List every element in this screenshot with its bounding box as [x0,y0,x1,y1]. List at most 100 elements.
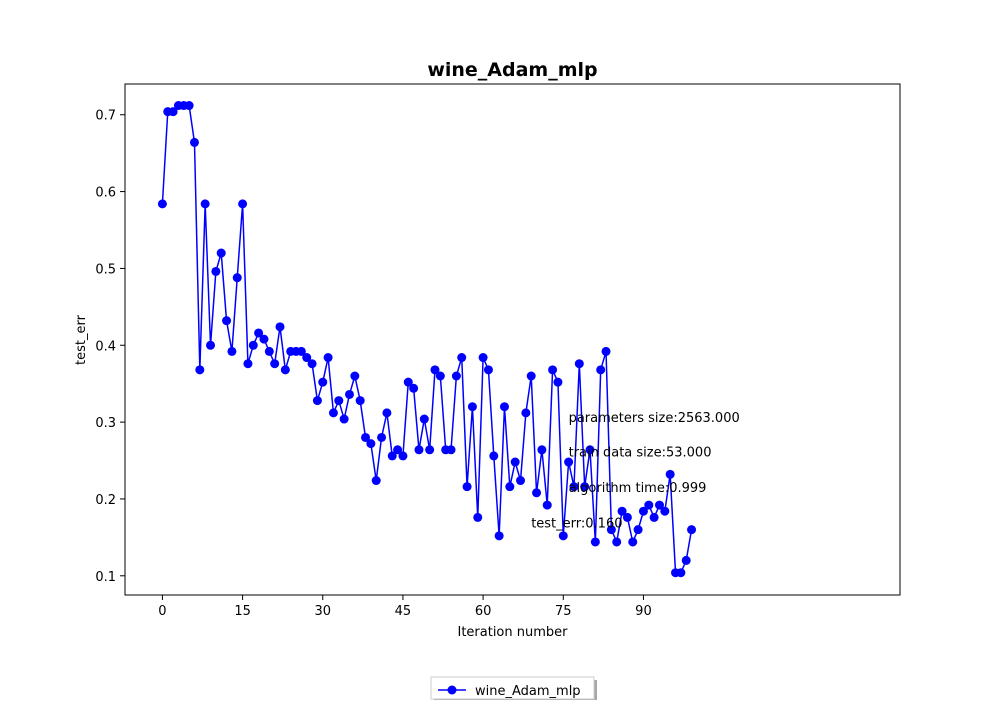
data-point [302,353,312,363]
y-tick-label: 0.7 [95,109,116,124]
data-point [200,199,210,209]
data-point [451,371,461,381]
data-point [382,408,392,418]
data-point [157,199,167,209]
data-point [334,396,344,406]
data-point [526,371,536,381]
data-point [638,506,648,516]
legend: wine_Adam_mlp [430,676,597,702]
data-point [227,346,237,356]
y-axis-ticks: 0.1 0.2 0.3 0.4 0.5 0.6 0.7 [95,109,125,585]
y-tick-label: 0.1 [95,570,116,585]
data-point [590,537,600,547]
data-point [622,512,632,522]
data-point [339,414,349,424]
x-tick-label: 90 [635,604,652,619]
data-point [275,322,285,332]
data-point [676,568,686,578]
data-point [446,445,456,455]
chart-annotation: test_err:0.160 [531,516,622,531]
data-point [521,408,531,418]
data-point [601,346,611,356]
plot-area-frame [124,83,901,596]
data-point [457,353,467,363]
data-point [606,525,616,535]
y-tick-label: 0.3 [95,416,116,431]
y-tick-label: 0.4 [95,339,116,354]
data-point [189,137,199,147]
data-point [211,266,221,276]
data-point [393,445,403,455]
data-point [467,402,477,412]
data-point [516,476,526,486]
data-point [398,451,408,461]
x-axis-ticks: 0 15 30 45 60 75 90 [158,595,652,619]
series-layer [157,101,697,578]
data-point [612,537,622,547]
data-point [366,439,376,449]
data-point [633,525,643,535]
series-line [161,104,693,574]
data-point [558,531,568,541]
data-point [377,432,387,442]
data-point [361,432,371,442]
data-point [574,359,584,369]
data-point [254,328,264,338]
y-tick-label: 0.5 [95,262,116,277]
data-point [355,396,365,406]
data-point [184,101,194,111]
data-point [644,500,654,510]
data-point [665,469,675,479]
data-point [499,402,509,412]
data-point [532,488,542,498]
data-point [350,371,360,381]
data-point [580,482,590,492]
chart-annotation: algorithm time:0.999 [569,481,707,496]
data-point [585,445,595,455]
data-point [478,353,488,363]
data-point [232,273,242,283]
data-point [425,445,435,455]
legend-marker-swatch [447,685,457,695]
data-point [312,396,322,406]
data-point [628,537,638,547]
data-point [328,408,338,418]
data-point [222,316,232,326]
data-point [430,365,440,375]
x-axis-label: Iteration number [457,625,568,640]
data-point [596,365,606,375]
data-point [307,359,317,369]
data-point [564,457,574,467]
data-point [243,359,253,369]
legend-label: wine_Adam_mlp [475,684,581,699]
x-tick-label: 0 [158,604,166,619]
data-point [318,377,328,387]
data-point [238,199,248,209]
data-point [473,512,483,522]
data-point [505,482,515,492]
data-point [259,334,269,344]
chart-annotation: parameters size:2563.000 [569,411,740,426]
data-point [537,445,547,455]
data-point [195,365,205,375]
data-point [462,482,472,492]
data-point [409,383,419,393]
data-point [296,346,306,356]
data-point [280,365,290,375]
data-point [510,457,520,467]
data-point [548,365,558,375]
data-point [264,346,274,356]
data-point [553,377,563,387]
data-point [660,506,670,516]
data-point [216,248,226,258]
legend-frame [430,676,595,700]
y-axis-label: test_err [74,314,89,365]
data-point [617,506,627,516]
data-point [489,451,499,461]
data-point [542,500,552,510]
data-point [387,451,397,461]
data-point [419,414,429,424]
data-point [270,359,280,369]
